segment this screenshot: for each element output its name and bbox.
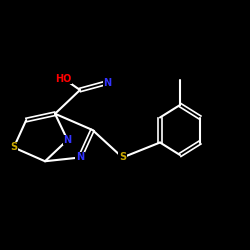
Text: N: N: [76, 152, 84, 162]
Text: S: S: [119, 152, 126, 162]
Text: S: S: [10, 142, 17, 152]
Text: N: N: [64, 135, 72, 145]
Text: N: N: [104, 78, 112, 88]
Text: HO: HO: [56, 74, 72, 84]
